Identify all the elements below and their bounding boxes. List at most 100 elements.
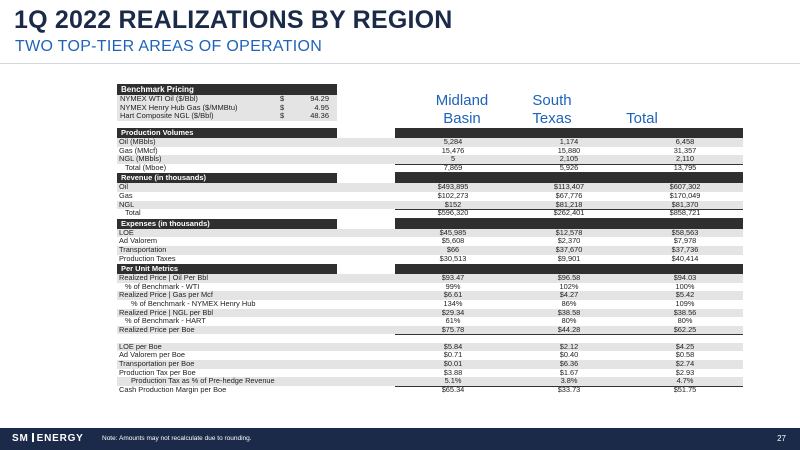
cell-south-texas: 3.8% [511,377,627,387]
row-label: Gas [119,190,133,200]
benchmark-value: 48.36 [310,111,329,120]
table-row: Production Tax as % of Pre-hedge Revenue… [117,377,743,387]
row-label: Transportation [119,244,167,254]
table-row: Realized Price | Gas per Mcf $6.61 $4.27… [117,290,743,300]
row-label: Total (Mboe) [125,162,167,172]
cell-midland: $152 [395,200,511,211]
cell-total: $58,563 [671,227,699,237]
table-row: Realized Price | Oil Per Bbl $93.47 $96.… [117,273,743,283]
table-row: Ad Valorem $5,608 $2,370 $7,978 [117,237,712,246]
row-label: Oil [119,182,129,192]
benchmark-value: 4.95 [314,102,329,112]
benchmark-currency: $ [280,111,285,120]
cell-south-texas: $67,776 [555,190,583,200]
row-label: % of Benchmark - NYMEX Henry Hub [131,298,256,308]
cell-total: 4.7% [627,377,743,387]
row-label: Production Taxes [119,253,176,263]
cell-midland: $93.47 [441,273,465,283]
table-row-total: Total (Mboe) 7,869 5,926 13,795 [117,162,743,174]
cell-midland: 5.1% [395,377,511,387]
table-row: % of Benchmark - NYMEX Henry Hub 134% 86… [117,298,712,309]
cell-total: $7,978 [673,236,697,246]
cell-total: $170,049 [669,190,701,200]
section-header-cell [395,173,511,184]
row-label: Realized Price per Boe [119,324,195,334]
row-label: Gas (MMcf) [119,145,158,155]
row-label: Realized Price | Oil Per Bbl [119,273,208,283]
cell-total: $94.03 [673,273,697,283]
cell-south-texas: 102% [559,281,579,291]
table-row: Transportation $66 $37,670 $37,736 [117,244,743,255]
realizations-table: Production Volumes Oil (MBbls) 5,284 1,1… [117,127,743,395]
table-row: Production Taxes $30,513 $9,901 $40,414 [117,253,712,264]
cell-total: $37,736 [671,244,699,254]
table-row: % of Benchmark - WTI 99% 102% 100% [117,281,712,292]
cell-midland: $493,895 [437,182,469,192]
cell-south-texas: $2,370 [557,236,581,246]
cell-midland: $102,273 [437,190,469,200]
section-header-cell [395,218,511,229]
cell-total: $62.25 [627,325,743,336]
logo-energy: ENERGY [36,433,84,444]
benchmark-label: NYMEX Henry Hub Gas ($/MMBtu) [120,102,238,112]
footer-bar: SM ENERGY Note: Amounts may not recalcula… [0,428,800,450]
page-title: 1Q 2022 REALIZATIONS BY REGION [14,6,453,34]
cell-total: 31,357 [673,145,697,155]
cell-south-texas: $1.67 [559,367,579,377]
cell-midland: 7,869 [395,163,511,174]
table-row-total: Total $596,320 $262,401 $858,721 [117,209,743,219]
section-header-cell [395,128,511,138]
section-title: Per Unit Metrics [117,264,337,275]
cell-midland: 134% [443,298,463,308]
table-row: LOE per Boe $5.84 $2.12 $4.25 [117,341,743,352]
cell-midland: 15,476 [441,145,465,155]
row-label: LOE per Boe [119,341,162,351]
cell-south-texas: $96.58 [557,273,581,283]
row-label: Transportation per Boe [119,359,195,369]
column-header-line: South [532,92,572,109]
table-row: LOE $45,985 $12,578 $58,563 [117,227,743,238]
cell-midland: $30,513 [439,253,467,263]
table-row: Cash Production Margin per Boe $65.34 $3… [117,384,712,395]
section-title: Expenses (in thousands) [117,218,337,229]
row-label: LOE [119,227,134,237]
table-row: Gas $102,273 $67,776 $170,049 [117,190,712,201]
cell-midland: $596,320 [395,209,511,219]
benchmark-currency: $ [280,102,285,112]
table-row: Transportation per Boe $0.01 $6.36 $2.74 [117,359,743,369]
benchmark-label: NYMEX WTI Oil ($/Bbl) [120,94,198,103]
cell-south-texas: $4.27 [559,290,579,300]
cell-south-texas: $0.40 [559,350,579,360]
cell-south-texas: 15,880 [557,145,581,155]
cell-midland: $29.34 [441,307,465,317]
section-title: Production Volumes [117,128,337,138]
cell-midland: $45,985 [439,227,467,237]
cell-midland: $0.71 [443,350,463,360]
cell-total: $607,302 [669,182,701,192]
cell-south-texas: $44.28 [511,325,627,336]
cell-south-texas: $37,670 [555,244,583,254]
section-header-cell [627,218,743,229]
logo-sm: SM [12,433,29,444]
cell-midland: 5,284 [443,137,463,146]
row-label: Oil (MBbls) [119,137,156,146]
section-header-cell [395,264,511,275]
table-row: Oil (MBbls) 5,284 1,174 6,458 [117,137,743,147]
row-label: % of Benchmark - WTI [125,281,200,291]
cell-total: $38.56 [673,307,697,317]
table-row: Oil $493,895 $113,407 $607,302 [117,182,743,192]
cell-south-texas: $12,578 [555,227,583,237]
row-label: % of Benchmark - HART [125,316,206,326]
benchmark-row: Hart Composite NGL ($/Bbl) $ 48.36 [117,111,337,121]
row-label: Cash Production Margin per Boe [119,384,227,394]
column-header-total: Total [626,110,658,127]
cell-total: $2.93 [675,367,695,377]
benchmark-pricing-title: Benchmark Pricing [117,84,337,95]
cell-south-texas: $6.36 [559,359,579,369]
sm-energy-logo: SM ENERGY [12,433,84,444]
benchmark-currency: $ [280,94,285,103]
column-header-line: Midland [435,92,489,109]
section-header: Per Unit Metrics [117,264,743,275]
section-header-cell [627,264,743,275]
cell-total: $4.25 [675,341,695,351]
